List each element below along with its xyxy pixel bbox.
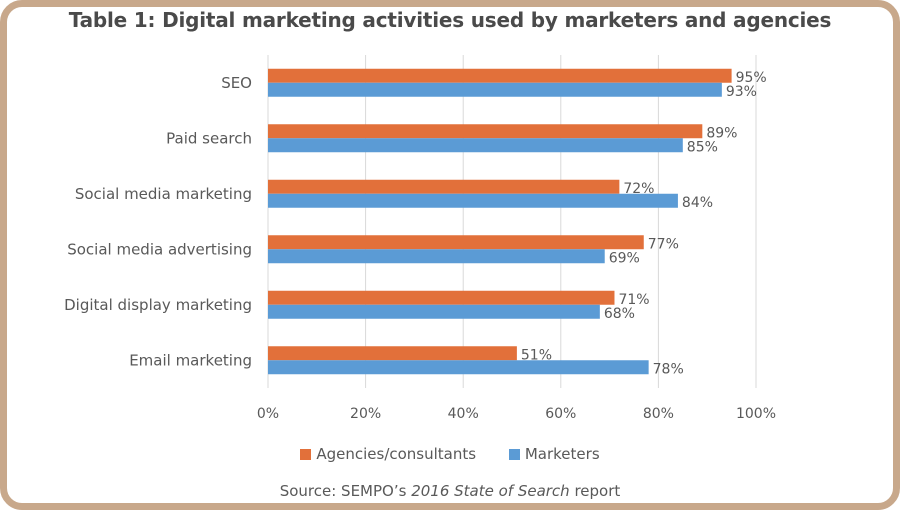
category-label: Paid search <box>166 129 252 147</box>
x-tick-label: 100% <box>736 406 776 422</box>
data-label: 89% <box>706 125 737 141</box>
category-label: Email marketing <box>129 351 252 369</box>
data-label: 51% <box>521 347 552 363</box>
legend-item-marketers: Marketers <box>508 445 600 463</box>
bar-marketers <box>268 304 600 319</box>
data-label: 72% <box>623 181 654 197</box>
source-suffix: report <box>569 482 621 500</box>
data-label: 78% <box>653 361 684 377</box>
data-label: 85% <box>687 139 718 155</box>
bar-agencies <box>268 290 615 305</box>
data-label: 77% <box>648 236 679 252</box>
data-label: 68% <box>604 306 635 322</box>
source-note: Source: SEMPO’s 2016 State of Search rep… <box>0 482 900 500</box>
bar-agencies <box>268 179 620 194</box>
x-tick-label: 80% <box>643 406 674 422</box>
bar-marketers <box>268 82 722 97</box>
legend-swatch-marketers <box>508 448 520 460</box>
category-label: Digital display marketing <box>64 296 252 314</box>
category-label: Social media advertising <box>67 240 252 258</box>
bar-marketers <box>268 249 605 264</box>
source-prefix: Source: SEMPO’s <box>279 482 412 500</box>
bar-agencies <box>268 346 517 361</box>
legend-label-agencies: Agencies/consultants <box>316 445 477 463</box>
category-label: Social media marketing <box>75 185 252 203</box>
legend-label-marketers: Marketers <box>524 445 600 463</box>
x-tick-label: 20% <box>350 406 381 422</box>
legend-item-agencies: Agencies/consultants <box>300 445 476 463</box>
source-title: 2016 State of Search <box>411 482 570 500</box>
x-tick-label: 60% <box>545 406 576 422</box>
data-label: 95% <box>736 70 767 86</box>
x-tick-label: 40% <box>448 406 479 422</box>
bar-marketers <box>268 360 649 375</box>
data-label: 69% <box>609 250 640 266</box>
data-label: 71% <box>618 292 649 308</box>
legend-swatch-agencies <box>300 448 312 460</box>
data-label: 84% <box>682 195 713 211</box>
bar-marketers <box>268 138 683 153</box>
legend: Agencies/consultants Marketers <box>0 445 900 464</box>
x-tick-label: 0% <box>257 406 279 422</box>
bar-marketers <box>268 193 678 208</box>
category-label: SEO <box>221 74 252 92</box>
bar-agencies <box>268 68 732 83</box>
bar-agencies <box>268 235 644 250</box>
bar-agencies <box>268 124 703 139</box>
data-label: 93% <box>726 84 757 100</box>
chart-title: Table 1: Digital marketing activities us… <box>68 8 832 32</box>
